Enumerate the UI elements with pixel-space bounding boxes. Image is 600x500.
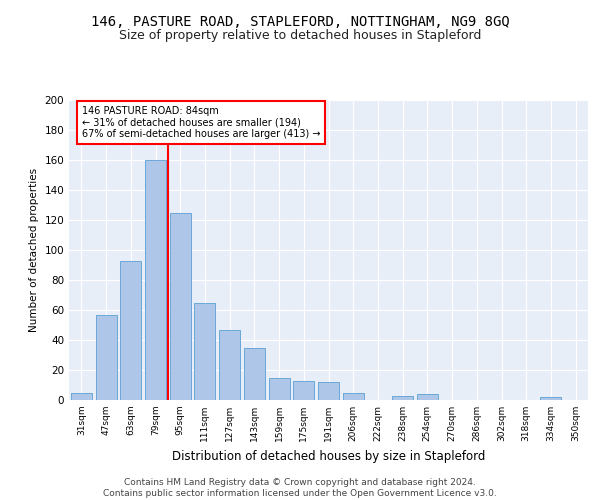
Bar <box>170 212 191 400</box>
Bar <box>343 392 364 400</box>
Bar <box>392 396 413 400</box>
Bar <box>269 378 290 400</box>
Bar <box>244 348 265 400</box>
Text: 146, PASTURE ROAD, STAPLEFORD, NOTTINGHAM, NG9 8GQ: 146, PASTURE ROAD, STAPLEFORD, NOTTINGHA… <box>91 15 509 29</box>
Y-axis label: Number of detached properties: Number of detached properties <box>29 168 39 332</box>
Text: 146 PASTURE ROAD: 84sqm
← 31% of detached houses are smaller (194)
67% of semi-d: 146 PASTURE ROAD: 84sqm ← 31% of detache… <box>82 106 320 139</box>
Bar <box>95 314 116 400</box>
Text: Contains HM Land Registry data © Crown copyright and database right 2024.
Contai: Contains HM Land Registry data © Crown c… <box>103 478 497 498</box>
Bar <box>318 382 339 400</box>
Bar <box>293 380 314 400</box>
Bar <box>417 394 438 400</box>
Text: Size of property relative to detached houses in Stapleford: Size of property relative to detached ho… <box>119 29 481 42</box>
Bar <box>120 260 141 400</box>
Bar <box>71 392 92 400</box>
X-axis label: Distribution of detached houses by size in Stapleford: Distribution of detached houses by size … <box>172 450 485 462</box>
Bar <box>145 160 166 400</box>
Bar <box>219 330 240 400</box>
Bar <box>194 302 215 400</box>
Bar <box>541 397 562 400</box>
